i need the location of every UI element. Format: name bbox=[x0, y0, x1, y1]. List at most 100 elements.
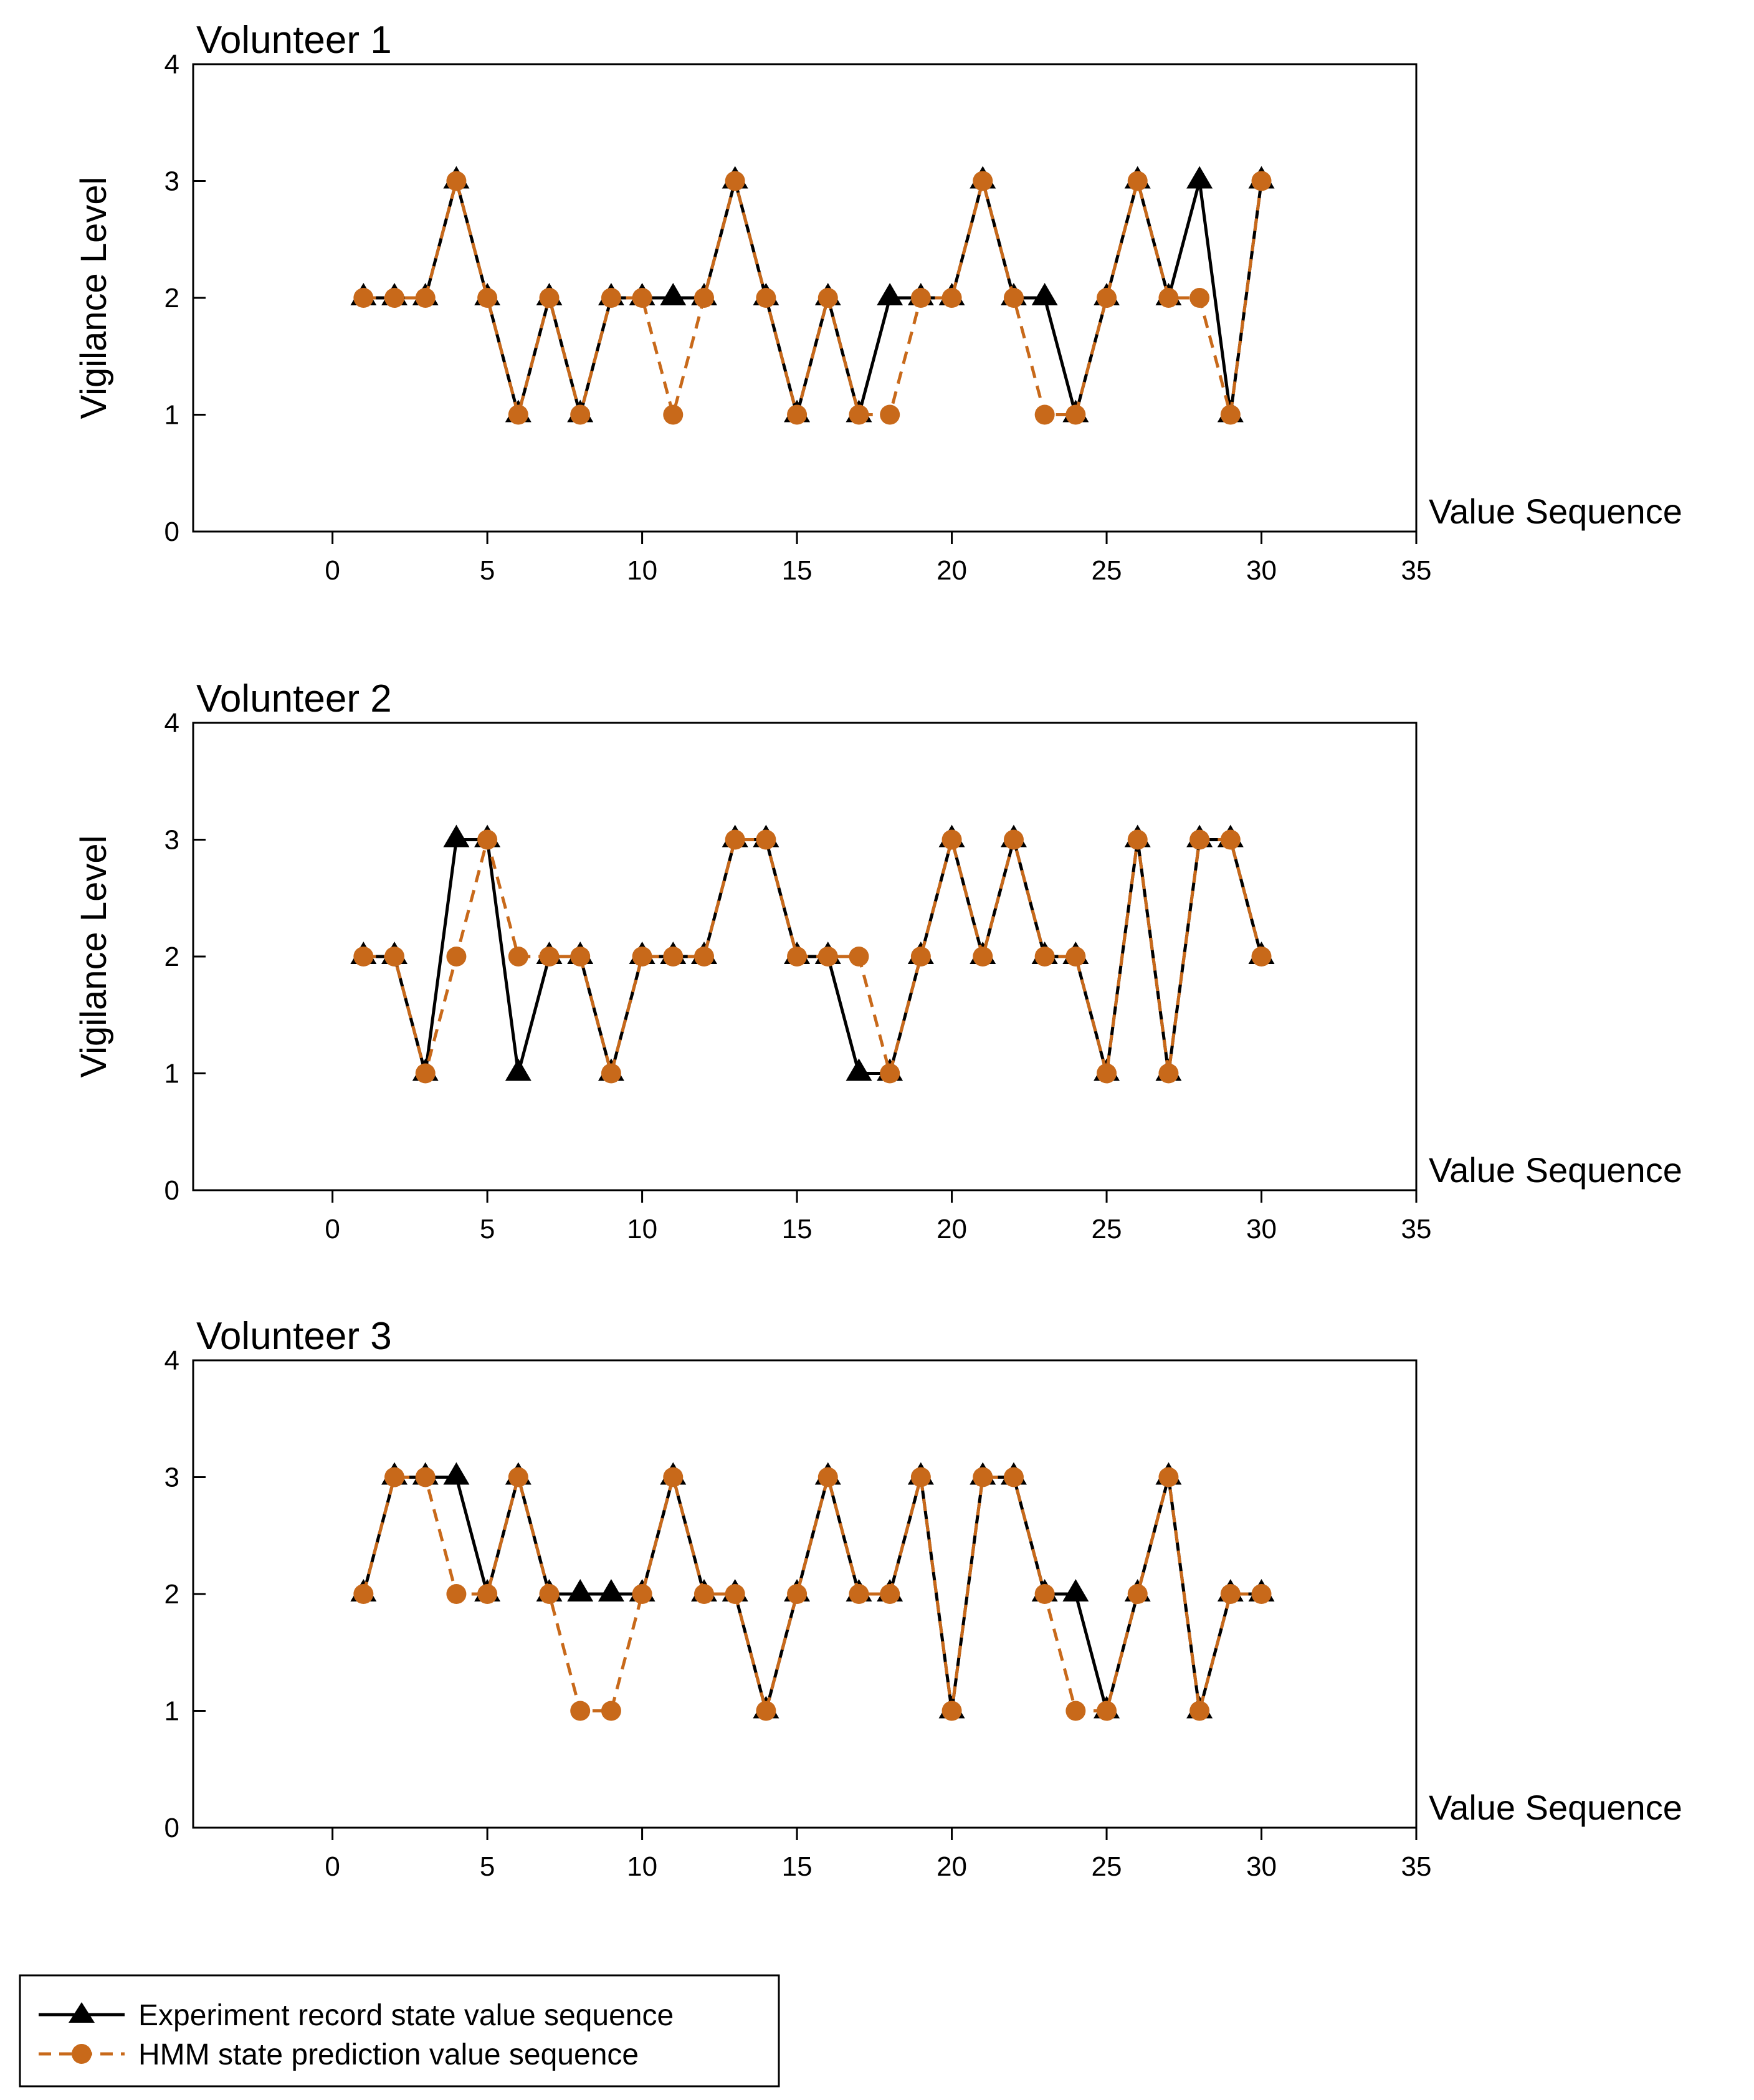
hmm-point bbox=[446, 947, 467, 966]
hmm-point bbox=[632, 947, 652, 966]
x-tick-label: 10 bbox=[627, 1851, 657, 1882]
hmm-point bbox=[756, 829, 776, 850]
x-tick-label: 30 bbox=[1246, 555, 1277, 586]
chart-panel-1: Volunteer 1 0 1 2 3 4 0 5 10 15 20 25 30 35 Value Sequ… bbox=[74, 19, 1682, 586]
hmm-point bbox=[941, 1701, 962, 1721]
x-axis-title: Value Sequence bbox=[1429, 1788, 1682, 1827]
legend-experiment-label: Experiment record state value sequence bbox=[138, 1999, 674, 2032]
y-tick-label: 4 bbox=[164, 1345, 179, 1376]
hmm-point bbox=[632, 288, 652, 308]
hmm-point bbox=[384, 1467, 405, 1487]
hmm-point bbox=[353, 947, 374, 966]
legend-hmm-marker bbox=[72, 2044, 92, 2064]
y-tick-label: 0 bbox=[164, 1175, 179, 1206]
hmm-point bbox=[787, 404, 808, 425]
series-line-experiment bbox=[363, 833, 1263, 1080]
hmm-point bbox=[415, 1063, 436, 1084]
x-tick-label: 20 bbox=[937, 555, 967, 586]
x-tick-label: 5 bbox=[480, 1851, 495, 1882]
hmm-point bbox=[910, 947, 931, 966]
hmm-point bbox=[910, 288, 931, 308]
hmm-point bbox=[849, 1584, 869, 1604]
experiment-point bbox=[1062, 1579, 1089, 1601]
hmm-point bbox=[415, 288, 436, 308]
hmm-point bbox=[477, 288, 498, 308]
hmm-point bbox=[1127, 171, 1148, 191]
series-line-hmm bbox=[363, 179, 1263, 416]
hmm-point bbox=[817, 288, 838, 308]
hmm-point bbox=[477, 829, 498, 850]
hmm-point bbox=[1003, 829, 1024, 850]
hmm-point bbox=[446, 171, 467, 191]
hmm-point bbox=[1251, 947, 1272, 966]
experiment-point bbox=[567, 1579, 594, 1601]
hmm-point bbox=[384, 288, 405, 308]
hmm-point bbox=[1034, 947, 1055, 966]
hmm-point bbox=[508, 1467, 528, 1487]
hmm-point bbox=[1097, 1701, 1117, 1721]
hmm-point bbox=[1158, 1467, 1179, 1487]
y-tick-label: 2 bbox=[164, 942, 179, 972]
x-axis-title: Value Sequence bbox=[1429, 492, 1682, 531]
chart-panel-3: Volunteer 3 0 1 2 3 4 0 5 10 15 20 25 30 35 Value Sequ… bbox=[164, 1315, 1682, 1882]
hmm-point bbox=[1097, 288, 1117, 308]
hmm-point bbox=[1003, 1467, 1024, 1487]
x-tick-label: 30 bbox=[1246, 1214, 1277, 1244]
hmm-point bbox=[1251, 171, 1272, 191]
y-tick-label: 3 bbox=[164, 166, 179, 197]
hmm-point bbox=[539, 288, 560, 308]
hmm-point bbox=[601, 1063, 621, 1084]
hmm-point bbox=[973, 947, 993, 966]
x-tick-label: 25 bbox=[1092, 555, 1122, 586]
hmm-point bbox=[601, 1701, 621, 1721]
x-tick-label: 15 bbox=[782, 1214, 813, 1244]
x-tick-label: 0 bbox=[325, 1214, 340, 1244]
y-tick-label: 4 bbox=[164, 708, 179, 738]
chart-panel-2: Volunteer 2 0 1 2 3 4 0 5 10 15 20 25 30 35 Value Sequ… bbox=[74, 677, 1682, 1244]
hmm-point bbox=[880, 1584, 900, 1604]
hmm-point bbox=[1220, 404, 1241, 425]
hmm-point bbox=[1158, 288, 1179, 308]
x-tick-label: 35 bbox=[1401, 1214, 1432, 1244]
hmm-point bbox=[508, 404, 528, 425]
hmm-point bbox=[539, 947, 560, 966]
hmm-point bbox=[632, 1584, 652, 1604]
hmm-point bbox=[570, 1701, 591, 1721]
y-tick-label: 1 bbox=[164, 1696, 179, 1727]
hmm-point bbox=[880, 1063, 900, 1084]
x-axis-title: Value Sequence bbox=[1429, 1150, 1682, 1190]
hmm-point bbox=[663, 1467, 684, 1487]
chart-title: Volunteer 3 bbox=[196, 1315, 392, 1358]
y-tick-label: 0 bbox=[164, 517, 179, 547]
experiment-point bbox=[877, 283, 903, 305]
hmm-point bbox=[1065, 947, 1086, 966]
experiment-point bbox=[443, 1462, 470, 1485]
hmm-point bbox=[725, 1584, 745, 1604]
x-tick-label: 30 bbox=[1246, 1851, 1277, 1882]
x-tick-label: 15 bbox=[782, 1851, 813, 1882]
x-tick-label: 0 bbox=[325, 555, 340, 586]
hmm-point bbox=[663, 404, 684, 425]
x-tick-label: 10 bbox=[627, 555, 657, 586]
hmm-point bbox=[1189, 829, 1210, 850]
experiment-point bbox=[598, 1579, 624, 1601]
hmm-point bbox=[1189, 1701, 1210, 1721]
hmm-point bbox=[1003, 288, 1024, 308]
hmm-point bbox=[693, 947, 714, 966]
y-tick-label: 4 bbox=[164, 49, 179, 80]
hmm-point bbox=[384, 947, 405, 966]
x-tick-label: 10 bbox=[627, 1214, 657, 1244]
hmm-point bbox=[910, 1467, 931, 1487]
hmm-point bbox=[446, 1584, 467, 1604]
x-tick-label: 5 bbox=[480, 1214, 495, 1244]
hmm-point bbox=[756, 288, 776, 308]
x-tick-label: 15 bbox=[782, 555, 813, 586]
hmm-point bbox=[1034, 1584, 1055, 1604]
hmm-point bbox=[725, 171, 745, 191]
hmm-point bbox=[1158, 1063, 1179, 1084]
y-tick-label: 0 bbox=[164, 1813, 179, 1843]
hmm-point bbox=[880, 404, 900, 425]
y-tick-label: 3 bbox=[164, 825, 179, 856]
experiment-point bbox=[1031, 283, 1058, 305]
